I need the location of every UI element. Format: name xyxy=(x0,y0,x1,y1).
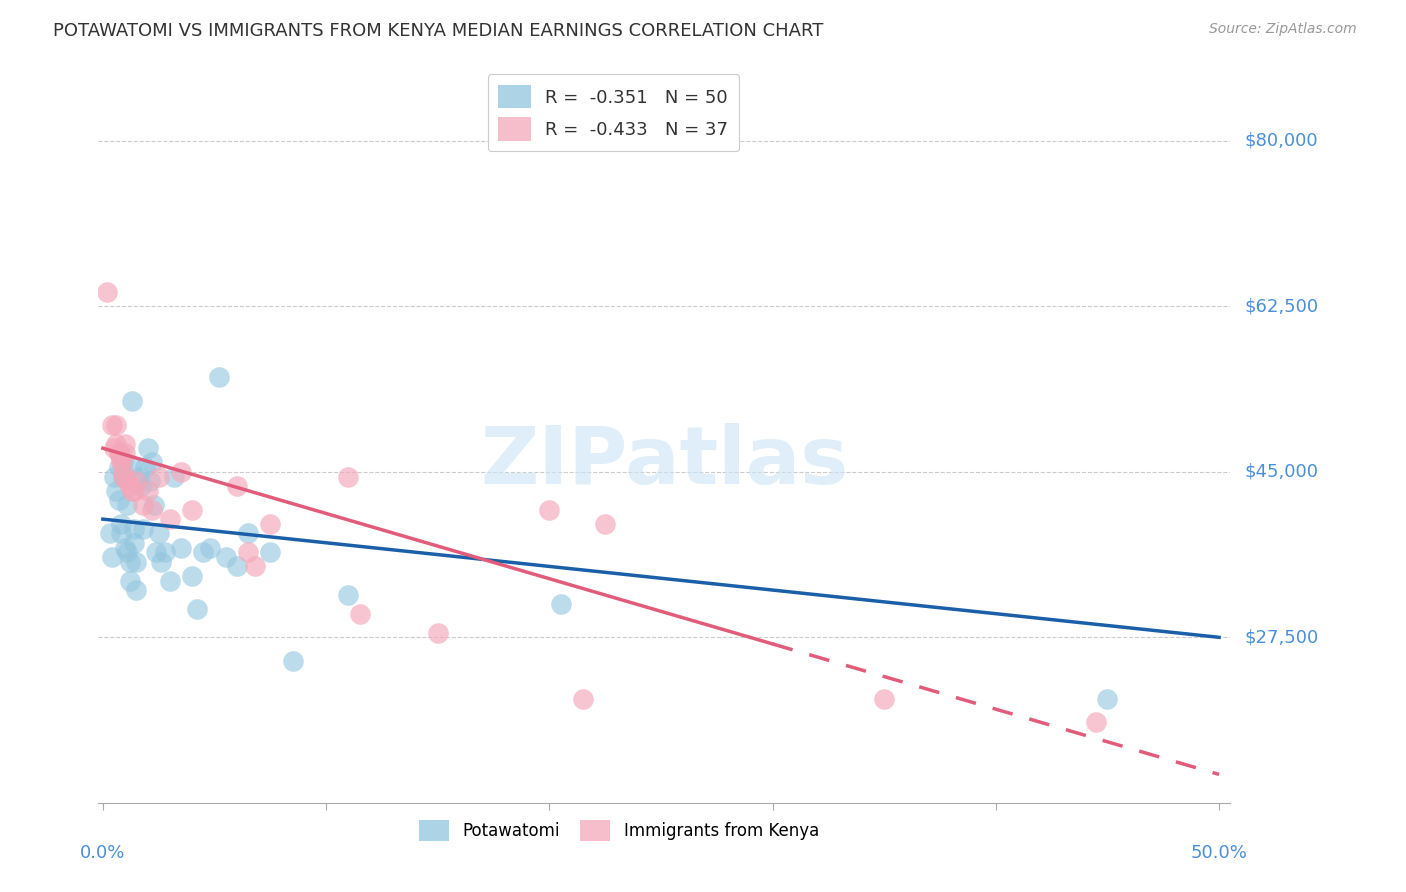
Point xyxy=(111,469,134,483)
Text: $62,500: $62,500 xyxy=(1244,297,1319,316)
Point xyxy=(114,541,136,555)
Text: 0.0%: 0.0% xyxy=(80,845,125,863)
Point xyxy=(225,559,247,574)
Point xyxy=(114,469,136,483)
Point xyxy=(117,545,139,559)
Point xyxy=(198,541,221,555)
Point xyxy=(121,483,143,498)
Point xyxy=(159,574,181,588)
Point xyxy=(117,498,139,512)
Point xyxy=(118,555,141,569)
Point xyxy=(225,479,247,493)
Text: $80,000: $80,000 xyxy=(1244,132,1317,150)
Point xyxy=(593,516,616,531)
Point xyxy=(105,436,128,450)
Point xyxy=(132,498,155,512)
Point xyxy=(134,460,156,475)
Point xyxy=(118,574,141,588)
Point xyxy=(122,535,145,549)
Point xyxy=(281,654,304,668)
Text: $45,000: $45,000 xyxy=(1244,463,1319,481)
Point xyxy=(110,516,132,531)
Point xyxy=(337,588,360,602)
Point xyxy=(141,455,163,469)
Point xyxy=(170,541,193,555)
Point xyxy=(107,460,129,475)
Point xyxy=(96,285,118,300)
Point xyxy=(145,545,167,559)
Point xyxy=(1097,691,1119,706)
Point xyxy=(259,545,281,559)
Point xyxy=(139,475,162,489)
Point xyxy=(550,597,572,611)
Point xyxy=(128,469,150,483)
Text: POTAWATOMI VS IMMIGRANTS FROM KENYA MEDIAN EARNINGS CORRELATION CHART: POTAWATOMI VS IMMIGRANTS FROM KENYA MEDI… xyxy=(53,22,824,40)
Point xyxy=(101,417,124,432)
Point xyxy=(122,483,145,498)
Text: ZIPatlas: ZIPatlas xyxy=(481,424,848,501)
Point xyxy=(149,555,172,569)
Point xyxy=(107,446,129,460)
Point xyxy=(141,502,163,516)
Point xyxy=(236,545,259,559)
Point xyxy=(193,545,215,559)
Point xyxy=(208,370,231,384)
Point xyxy=(125,583,148,598)
Text: Source: ZipAtlas.com: Source: ZipAtlas.com xyxy=(1209,22,1357,37)
Point xyxy=(337,469,360,483)
Point xyxy=(105,417,128,432)
Point xyxy=(148,526,170,541)
Point xyxy=(110,450,132,465)
Point xyxy=(186,602,208,616)
Point xyxy=(426,625,449,640)
Point xyxy=(1085,715,1108,730)
Point xyxy=(114,446,136,460)
Point xyxy=(538,502,561,516)
Point xyxy=(121,460,143,475)
Point xyxy=(129,479,152,493)
Legend: Potawatomi, Immigrants from Kenya: Potawatomi, Immigrants from Kenya xyxy=(413,813,825,847)
Point xyxy=(136,441,159,455)
Point xyxy=(101,549,124,564)
Point xyxy=(148,469,170,483)
Point xyxy=(121,393,143,408)
Point xyxy=(259,516,281,531)
Point xyxy=(118,479,141,493)
Point xyxy=(132,522,155,536)
Point xyxy=(122,522,145,536)
Point xyxy=(125,475,148,489)
Point xyxy=(105,483,128,498)
Point xyxy=(103,469,125,483)
Point xyxy=(572,691,595,706)
Point xyxy=(110,526,132,541)
Point xyxy=(181,502,204,516)
Point xyxy=(111,465,134,479)
Point xyxy=(103,441,125,455)
Point xyxy=(155,545,177,559)
Point xyxy=(111,455,134,469)
Point xyxy=(243,559,266,574)
Point xyxy=(170,465,193,479)
Point xyxy=(349,607,371,621)
Point xyxy=(143,498,166,512)
Text: 50.0%: 50.0% xyxy=(1191,845,1247,863)
Point xyxy=(163,469,186,483)
Point xyxy=(181,569,204,583)
Point xyxy=(136,483,159,498)
Point xyxy=(873,691,896,706)
Point xyxy=(98,526,121,541)
Point xyxy=(110,455,132,469)
Point xyxy=(117,475,139,489)
Point xyxy=(215,549,238,564)
Point xyxy=(125,555,148,569)
Point xyxy=(236,526,259,541)
Point xyxy=(114,436,136,450)
Point xyxy=(107,493,129,508)
Text: $27,500: $27,500 xyxy=(1244,628,1319,647)
Point xyxy=(159,512,181,526)
Point xyxy=(111,469,134,483)
Point xyxy=(107,446,129,460)
